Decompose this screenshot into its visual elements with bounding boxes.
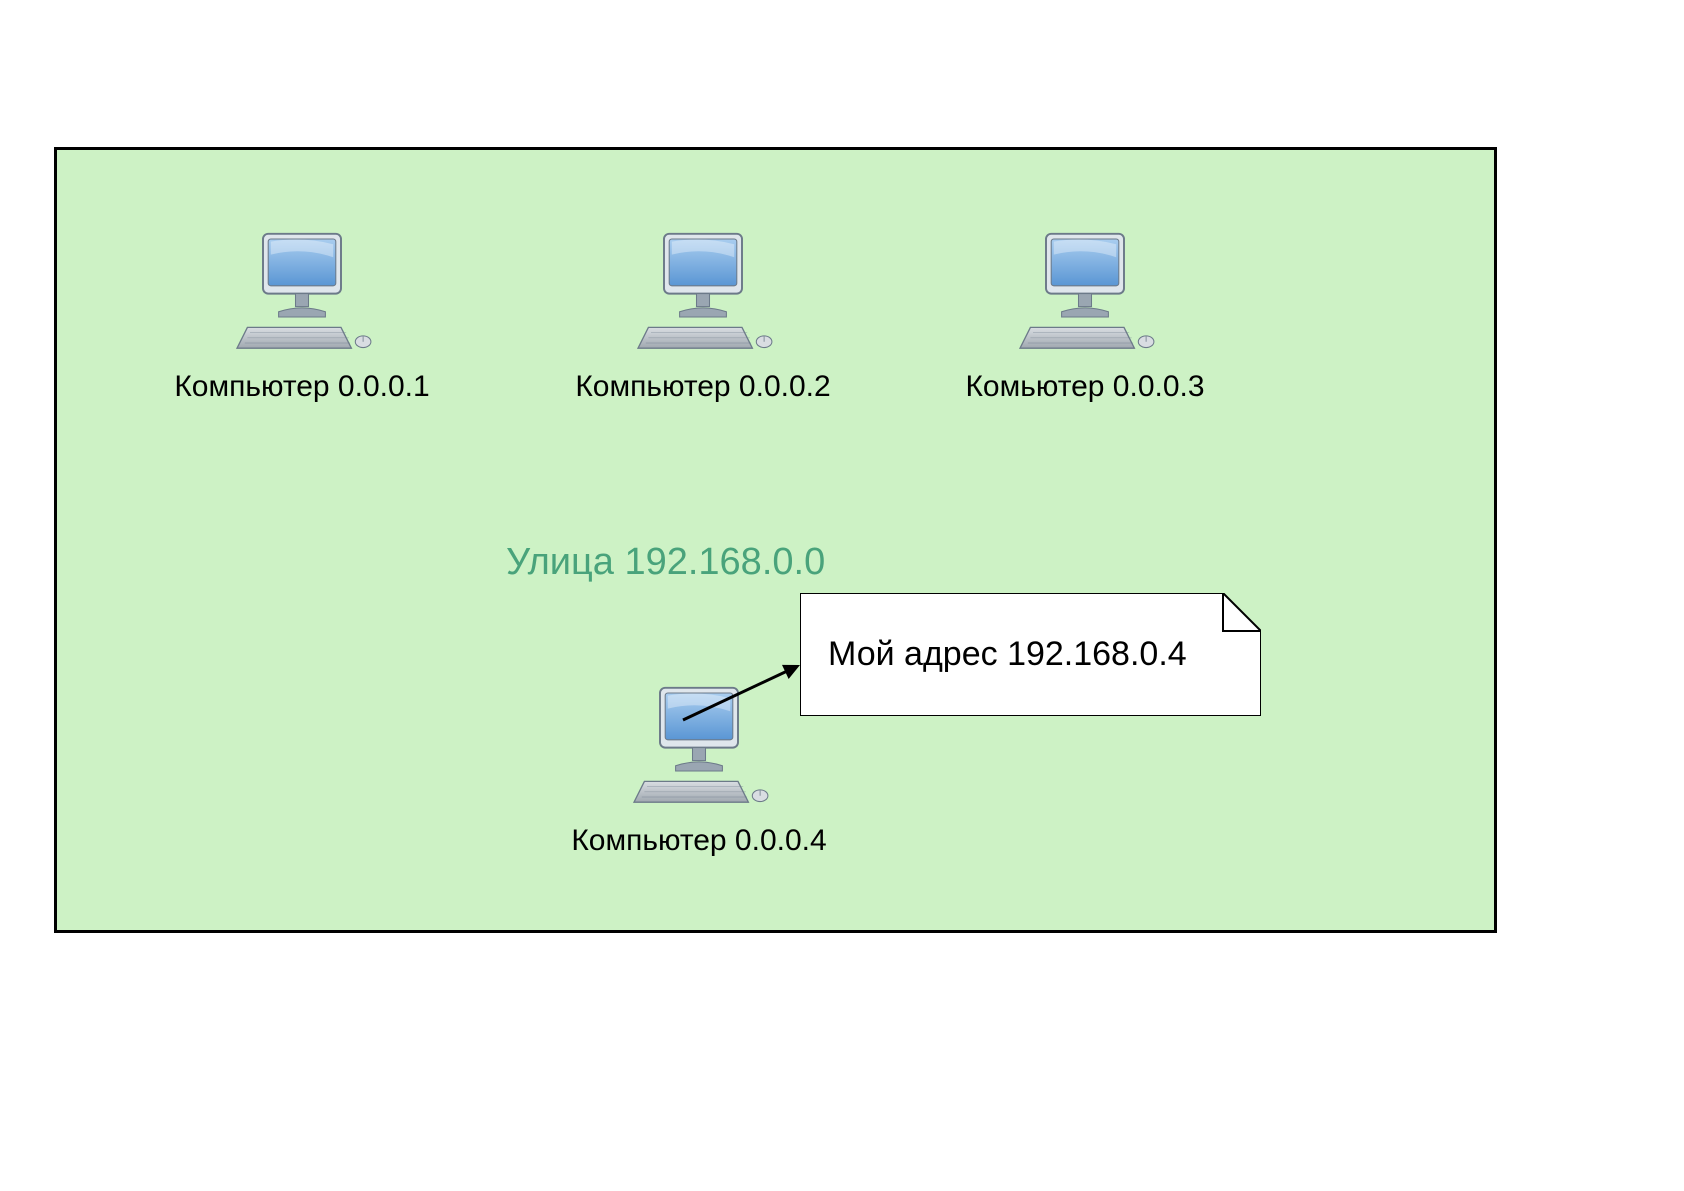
computer-icon-wrapper: [117, 226, 487, 356]
computer-label: Компьютер 0.0.0.1: [117, 370, 487, 404]
computer-icon: [625, 226, 781, 356]
computer-label: Компьютер 0.0.0.4: [514, 824, 884, 858]
computer-icon-wrapper: [900, 226, 1270, 356]
computer-icon-wrapper: [518, 226, 888, 356]
computer-label: Компьютер 0.0.0.2: [518, 370, 888, 404]
street-label: Улица 192.168.0.0: [506, 541, 825, 584]
diagram-canvas: { "diagram": { "type": "network", "canva…: [0, 0, 1684, 1191]
computer-node-pc3: Комьютер 0.0.0.3: [900, 226, 1270, 356]
computer-icon: [224, 226, 380, 356]
computer-node-pc2: Компьютер 0.0.0.2: [518, 226, 888, 356]
callout-text: Мой адрес 192.168.0.4: [828, 635, 1187, 674]
computer-label: Комьютер 0.0.0.3: [900, 370, 1270, 404]
computer-icon: [1007, 226, 1163, 356]
callout-arrow: [663, 645, 820, 740]
computer-node-pc1: Компьютер 0.0.0.1: [117, 226, 487, 356]
